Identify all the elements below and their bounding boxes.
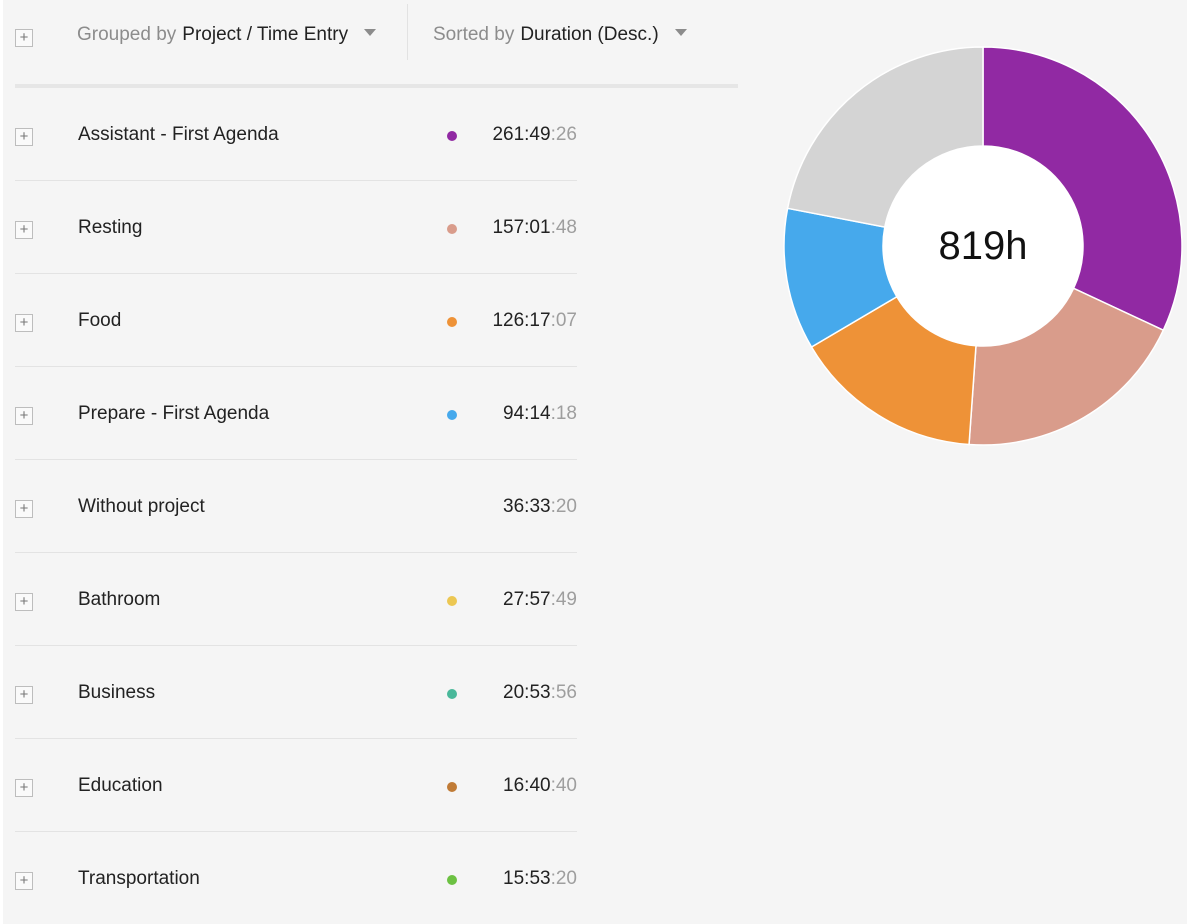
expand-row-button[interactable]: + (15, 872, 33, 890)
expand-row-button[interactable]: + (15, 128, 33, 146)
plus-icon: + (19, 500, 29, 517)
project-color-dot (447, 689, 457, 699)
duration-hm: 261:49 (492, 124, 551, 145)
duration-hm: 15:53 (503, 868, 551, 889)
expand-row-button[interactable]: + (15, 686, 33, 704)
project-duration: 126:17:07 (492, 310, 577, 332)
project-color-dot (447, 131, 457, 141)
duration-seconds: :20 (550, 868, 577, 889)
project-row: + Education 16:40:40 (15, 739, 577, 832)
caret-down-icon (364, 28, 377, 36)
project-duration: 261:49:26 (492, 124, 577, 146)
donut-hole (883, 146, 1083, 346)
plus-icon: + (19, 872, 29, 889)
sort-by-value: Duration (Desc.) (520, 24, 659, 45)
duration-seconds: :26 (550, 124, 577, 145)
duration-hm: 157:01 (492, 217, 551, 238)
project-duration: 20:53:56 (503, 682, 577, 704)
project-name[interactable]: Business (78, 682, 156, 703)
project-color-dot (447, 224, 457, 234)
project-duration: 15:53:20 (503, 868, 577, 890)
project-duration: 27:57:49 (503, 589, 577, 611)
project-duration: 36:33:20 (503, 496, 577, 518)
duration-hm: 126:17 (492, 310, 551, 331)
project-row: + Assistant - First Agenda 261:49:26 (15, 88, 577, 181)
plus-icon: + (19, 593, 29, 610)
duration-seconds: :18 (550, 403, 577, 424)
project-row: + Transportation 15:53:20 (15, 832, 577, 924)
project-name[interactable]: Education (78, 775, 163, 796)
project-name[interactable]: Bathroom (78, 589, 161, 610)
duration-seconds: :07 (550, 310, 577, 331)
plus-icon: + (19, 221, 29, 238)
duration-seconds: :48 (550, 217, 577, 238)
project-row: + Bathroom 27:57:49 (15, 553, 577, 646)
plus-icon: + (19, 128, 29, 145)
report-toolbar: + Grouped by Project / Time Entry Sorted… (3, 0, 738, 88)
plus-icon: + (19, 686, 29, 703)
project-color-dot (447, 317, 457, 327)
duration-hm: 27:57 (503, 589, 551, 610)
expand-row-button[interactable]: + (15, 407, 33, 425)
caret-down-icon (674, 28, 687, 36)
expand-row-button[interactable]: + (15, 593, 33, 611)
duration-hm: 94:14 (503, 403, 551, 424)
duration-hm: 36:33 (503, 496, 551, 517)
project-list: + Assistant - First Agenda 261:49:26 + R… (15, 88, 577, 924)
project-color-dot (447, 875, 457, 885)
project-name[interactable]: Resting (78, 217, 143, 238)
project-name[interactable]: Food (78, 310, 122, 331)
plus-icon: + (19, 29, 29, 46)
group-by-value: Project / Time Entry (182, 24, 349, 45)
project-duration: 16:40:40 (503, 775, 577, 797)
expand-row-button[interactable]: + (15, 779, 33, 797)
duration-seconds: :56 (550, 682, 577, 703)
sort-by-prefix: Sorted by (433, 24, 515, 45)
project-duration: 157:01:48 (492, 217, 577, 239)
project-duration: 94:14:18 (503, 403, 577, 425)
duration-seconds: :40 (550, 775, 577, 796)
project-name[interactable]: Without project (78, 496, 205, 517)
duration-seconds: :49 (550, 589, 577, 610)
project-row: + Food 126:17:07 (15, 274, 577, 367)
total-hours-label: 819h (938, 223, 1028, 268)
duration-seconds: :20 (550, 496, 577, 517)
duration-hm: 20:53 (503, 682, 551, 703)
project-row: + Resting 157:01:48 (15, 181, 577, 274)
project-name[interactable]: Assistant - First Agenda (78, 124, 279, 145)
toolbar-divider (407, 4, 408, 60)
expand-row-button[interactable]: + (15, 314, 33, 332)
expand-row-button[interactable]: + (15, 221, 33, 239)
duration-hm: 16:40 (503, 775, 551, 796)
plus-icon: + (19, 314, 29, 331)
project-row: + Prepare - First Agenda 94:14:18 (15, 367, 577, 460)
group-by-prefix: Grouped by (77, 24, 177, 45)
project-row: + Without project 36:33:20 (15, 460, 577, 553)
project-color-dot (447, 782, 457, 792)
expand-row-button[interactable]: + (15, 500, 33, 518)
plus-icon: + (19, 407, 29, 424)
project-color-dot (447, 410, 457, 420)
project-name[interactable]: Prepare - First Agenda (78, 403, 270, 424)
expand-all-button[interactable]: + (15, 29, 33, 47)
plus-icon: + (19, 779, 29, 796)
sort-by-dropdown[interactable]: Sorted by Duration (Desc.) (433, 22, 687, 48)
header-divider (15, 84, 738, 88)
donut-svg (783, 46, 1183, 446)
group-by-dropdown[interactable]: Grouped by Project / Time Entry (77, 22, 377, 48)
project-name[interactable]: Transportation (78, 868, 200, 889)
project-color-dot (447, 596, 457, 606)
report-panel: + Grouped by Project / Time Entry Sorted… (3, 0, 1187, 924)
project-row: + Business 20:53:56 (15, 646, 577, 739)
duration-donut-chart: 819h (782, 45, 1184, 447)
